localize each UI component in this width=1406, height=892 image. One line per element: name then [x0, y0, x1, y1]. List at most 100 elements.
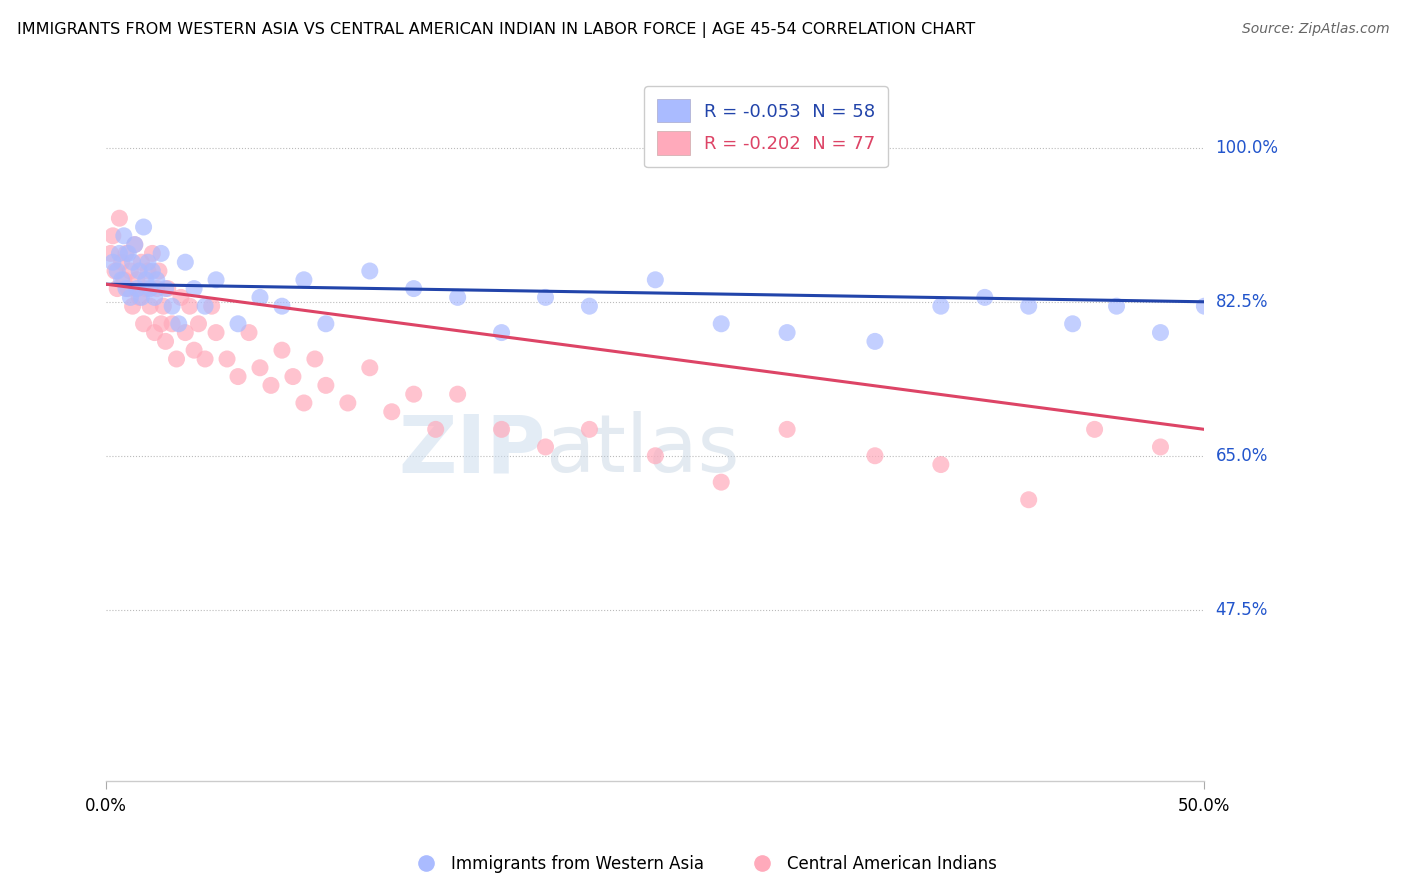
- Point: [1105, 299, 1128, 313]
- Point: [226, 317, 249, 331]
- Point: [183, 282, 205, 296]
- Point: [170, 290, 193, 304]
- Point: [201, 299, 224, 313]
- Point: [117, 282, 139, 296]
- Point: [260, 378, 283, 392]
- Legend: Immigrants from Western Asia, Central American Indians: Immigrants from Western Asia, Central Am…: [402, 848, 1004, 880]
- Point: [179, 299, 201, 313]
- Point: [112, 273, 135, 287]
- Point: [160, 317, 183, 331]
- Point: [174, 255, 197, 269]
- Point: [194, 299, 217, 313]
- Point: [1281, 308, 1303, 322]
- Point: [135, 282, 157, 296]
- Point: [776, 326, 799, 340]
- Point: [1369, 510, 1392, 524]
- Point: [249, 290, 271, 304]
- Text: ZIP: ZIP: [398, 411, 546, 490]
- Point: [281, 369, 304, 384]
- Point: [226, 369, 249, 384]
- Point: [131, 255, 153, 269]
- Point: [124, 237, 146, 252]
- Point: [402, 282, 425, 296]
- Point: [150, 246, 173, 260]
- Point: [125, 273, 148, 287]
- Point: [101, 255, 124, 269]
- Point: [1194, 299, 1216, 313]
- Point: [271, 299, 294, 313]
- Point: [863, 334, 886, 349]
- Point: [710, 475, 733, 490]
- Point: [292, 396, 315, 410]
- Point: [145, 282, 167, 296]
- Point: [166, 351, 188, 366]
- Point: [491, 326, 513, 340]
- Point: [1084, 422, 1107, 436]
- Point: [112, 228, 135, 243]
- Point: [156, 282, 179, 296]
- Point: [155, 334, 177, 349]
- Point: [152, 299, 174, 313]
- Point: [381, 405, 404, 419]
- Text: 82.5%: 82.5%: [1216, 293, 1268, 310]
- Point: [125, 282, 148, 296]
- Point: [120, 290, 142, 304]
- Point: [108, 246, 131, 260]
- Point: [1324, 317, 1347, 331]
- Point: [249, 360, 271, 375]
- Text: Source: ZipAtlas.com: Source: ZipAtlas.com: [1241, 22, 1389, 37]
- Point: [135, 273, 157, 287]
- Point: [929, 299, 952, 313]
- Point: [1237, 290, 1260, 304]
- Point: [238, 326, 260, 340]
- Point: [167, 317, 190, 331]
- Point: [187, 317, 209, 331]
- Point: [1149, 440, 1171, 454]
- Point: [304, 351, 326, 366]
- Point: [105, 264, 128, 278]
- Point: [315, 378, 337, 392]
- Point: [929, 458, 952, 472]
- Point: [402, 387, 425, 401]
- Point: [110, 273, 132, 287]
- Point: [776, 422, 799, 436]
- Point: [578, 422, 600, 436]
- Point: [139, 299, 162, 313]
- Text: 47.5%: 47.5%: [1216, 600, 1268, 619]
- Point: [108, 211, 131, 226]
- Point: [292, 273, 315, 287]
- Point: [136, 264, 159, 278]
- Point: [215, 351, 238, 366]
- Point: [534, 290, 557, 304]
- Point: [148, 264, 170, 278]
- Point: [121, 255, 143, 269]
- Point: [143, 290, 166, 304]
- Point: [104, 264, 127, 278]
- Point: [110, 255, 132, 269]
- Point: [578, 299, 600, 313]
- Legend: R = -0.053  N = 58, R = -0.202  N = 77: R = -0.053 N = 58, R = -0.202 N = 77: [644, 87, 889, 167]
- Point: [491, 422, 513, 436]
- Point: [710, 317, 733, 331]
- Point: [446, 290, 468, 304]
- Point: [271, 343, 294, 358]
- Point: [131, 290, 153, 304]
- Point: [105, 282, 128, 296]
- Point: [128, 264, 150, 278]
- Point: [446, 387, 468, 401]
- Point: [141, 264, 163, 278]
- Point: [205, 326, 228, 340]
- Point: [160, 299, 183, 313]
- Text: IMMIGRANTS FROM WESTERN ASIA VS CENTRAL AMERICAN INDIAN IN LABOR FORCE | AGE 45-: IMMIGRANTS FROM WESTERN ASIA VS CENTRAL …: [17, 22, 976, 38]
- Point: [359, 264, 381, 278]
- Point: [117, 246, 139, 260]
- Point: [145, 273, 167, 287]
- Point: [644, 273, 666, 287]
- Point: [183, 343, 205, 358]
- Point: [1149, 326, 1171, 340]
- Point: [143, 326, 166, 340]
- Text: 65.0%: 65.0%: [1216, 447, 1268, 465]
- Point: [194, 351, 217, 366]
- Point: [155, 282, 177, 296]
- Point: [644, 449, 666, 463]
